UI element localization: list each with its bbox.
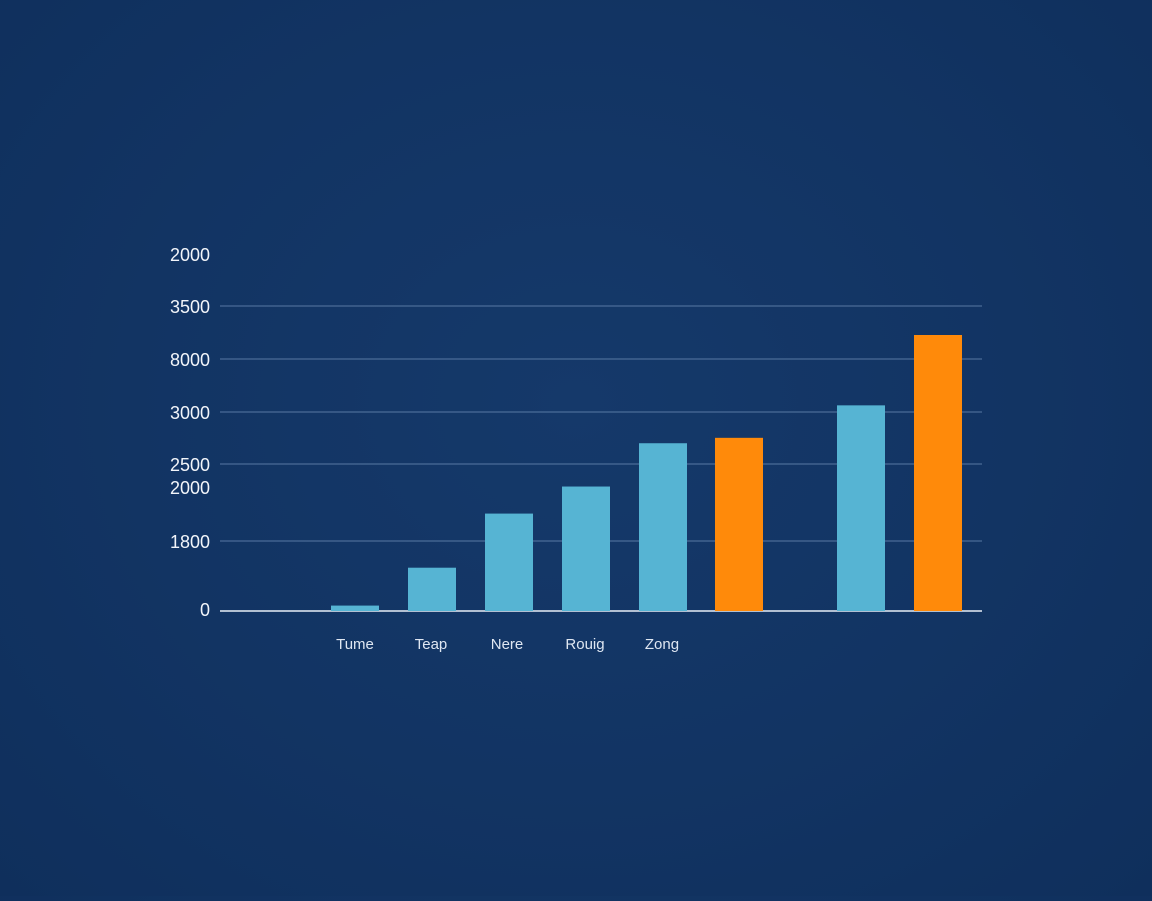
y-tick-label: 2500 [170,455,210,475]
bar [331,605,379,611]
y-tick-label: 3500 [170,297,210,317]
y-tick-label: 2000 [170,245,210,265]
x-tick-label: Rouig [565,636,604,653]
bar [562,486,610,611]
x-tick-label: Nere [491,636,524,653]
x-axis-ticks: Tume Teap Nere Rouig Zong [336,636,679,653]
bar [408,567,456,611]
bar [837,405,885,611]
x-tick-label: Tume [336,636,374,653]
y-tick-label: 3000 [170,403,210,423]
bar [485,513,533,611]
y-axis-ticks: 2000 3500 8000 3000 2500 2000 1800 0 [170,245,210,620]
bar-highlight [914,335,962,611]
y-tick-label: 0 [200,600,210,620]
y-tick-label: 2000 [170,478,210,498]
x-tick-label: Teap [415,636,448,653]
bar [639,443,687,611]
y-tick-label: 1800 [170,532,210,552]
bar-layer [331,335,962,611]
y-tick-label: 8000 [170,350,210,370]
bar-highlight [715,437,763,611]
x-tick-label: Zong [645,636,679,653]
